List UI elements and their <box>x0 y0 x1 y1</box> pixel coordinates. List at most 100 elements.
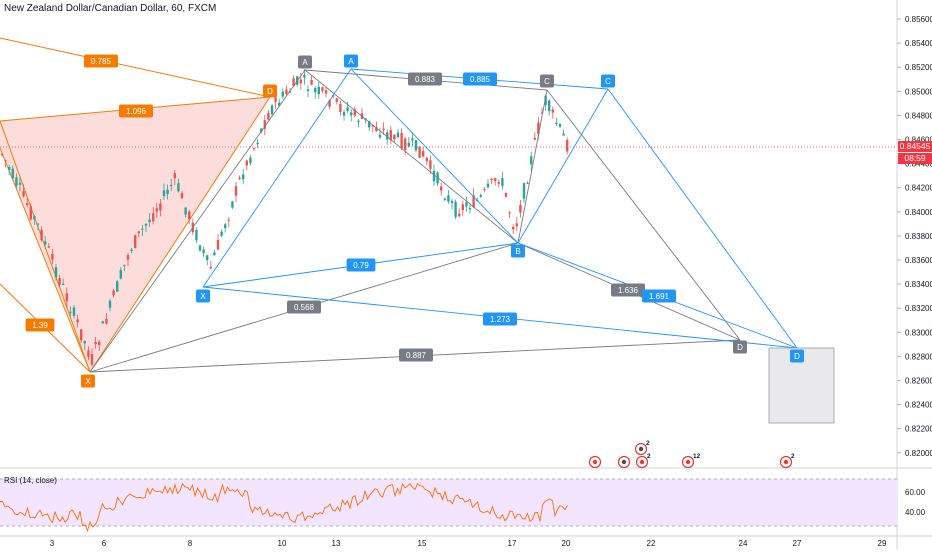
candle <box>288 91 292 93</box>
time-tick-label: 20 <box>562 539 571 548</box>
price-tick-label: 0.84400 <box>905 160 932 169</box>
gray-ratio-label: 0.883 <box>415 75 436 84</box>
blue-ratio-label-bg <box>463 72 497 86</box>
candle <box>368 120 371 128</box>
candle <box>285 89 288 94</box>
time-tick-label: 22 <box>647 539 656 548</box>
candle <box>314 88 317 93</box>
countdown-badge: 08:59 <box>898 153 932 164</box>
orange-ratio-label-bg <box>119 104 153 118</box>
candle <box>108 300 112 308</box>
candle <box>490 178 493 181</box>
gray-point-c: C <box>544 77 550 86</box>
rsi-title: RSI (14, close) <box>4 476 57 485</box>
gray-point-d-bg <box>733 340 747 354</box>
candle <box>209 266 212 269</box>
blue-point-c-bg <box>601 74 615 88</box>
event-count-badge: 2 <box>646 440 650 447</box>
orange-point-d-bg <box>263 84 277 98</box>
candle <box>411 138 414 141</box>
orange-ratio-label-bg <box>84 54 118 68</box>
candle <box>216 240 220 250</box>
candle <box>551 109 554 113</box>
candle <box>407 142 410 147</box>
price-tick-label: 0.83200 <box>905 304 932 313</box>
gray-point-d: D <box>737 343 743 352</box>
candle <box>98 341 101 346</box>
candle <box>11 168 14 179</box>
candle <box>548 100 551 112</box>
candle <box>15 177 18 186</box>
blue-ratio-label-bg <box>642 289 676 303</box>
gray-ratio-label: 1.636 <box>618 286 639 295</box>
candle <box>429 160 432 169</box>
rsi-tick-label: 60.00 <box>905 488 926 497</box>
candle <box>512 226 515 230</box>
candle <box>72 307 76 316</box>
candle <box>152 213 155 222</box>
candle <box>339 103 342 113</box>
candle <box>155 208 158 212</box>
candle <box>566 140 569 152</box>
candle <box>101 321 104 324</box>
candle <box>137 231 140 234</box>
gray-ratio-label-bg <box>399 348 433 362</box>
time-tick-label: 17 <box>508 539 517 548</box>
candle <box>94 341 97 345</box>
candle <box>508 212 511 214</box>
candle <box>238 177 241 179</box>
candle <box>62 283 65 285</box>
candle <box>443 198 446 201</box>
candle <box>350 112 353 116</box>
candle <box>184 207 187 215</box>
candle <box>306 89 310 91</box>
candle <box>252 148 256 150</box>
candle <box>263 120 266 129</box>
candle <box>299 79 302 84</box>
candle <box>87 350 90 357</box>
orange-pattern-line <box>89 96 271 373</box>
candle <box>29 206 32 220</box>
candle <box>483 188 486 190</box>
candle <box>65 293 68 302</box>
candle <box>537 122 540 135</box>
candle <box>177 183 180 192</box>
blue-point-c: C <box>605 77 611 86</box>
orange-ratio-label: 1.096 <box>126 107 147 116</box>
blue-point-d: D <box>794 352 800 361</box>
orange-ratio-label: 1.39 <box>32 321 48 330</box>
candle <box>83 341 86 344</box>
gray-pattern-line <box>546 89 741 341</box>
candle <box>422 151 425 157</box>
orange-pattern-fill <box>0 97 270 372</box>
candle <box>249 157 252 164</box>
candle <box>26 203 29 206</box>
candle <box>116 281 119 292</box>
price-tick-label: 0.84800 <box>905 111 932 120</box>
candle <box>44 241 47 245</box>
gray-ratio-label: 0.887 <box>406 351 427 360</box>
price-tick-label: 0.83000 <box>905 328 932 337</box>
candle <box>440 186 443 191</box>
price-tick-label: 0.82400 <box>905 401 932 410</box>
gray-ratio-label-bg <box>408 72 442 86</box>
candle <box>371 124 374 127</box>
candle <box>522 183 526 199</box>
orange-ratio-label: 0.785 <box>91 57 112 66</box>
candle <box>533 137 536 140</box>
chart-title: New Zealand Dollar/Canadian Dollar, 60, … <box>4 3 217 14</box>
gray-pattern-line <box>304 69 519 244</box>
event-icon-dot <box>621 459 627 465</box>
candle <box>36 223 40 225</box>
candle <box>526 183 529 185</box>
candle <box>195 229 198 241</box>
blue-pattern-line <box>350 68 519 244</box>
orange-point-x: X <box>85 377 91 386</box>
candle <box>472 195 475 208</box>
candle <box>198 245 202 251</box>
gray-pattern-line <box>517 89 548 244</box>
candle <box>159 203 162 211</box>
rsi-line <box>0 482 568 533</box>
